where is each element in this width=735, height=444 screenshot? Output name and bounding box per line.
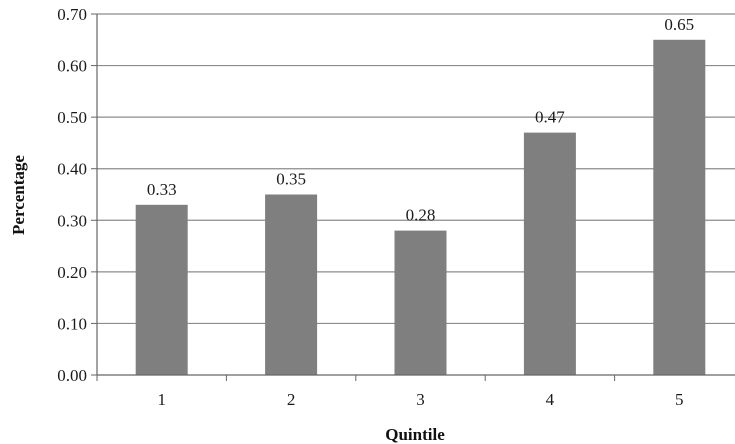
bars [135,39,706,376]
bar [523,132,576,375]
bar [135,204,188,375]
x-tick-label: 1 [157,390,166,409]
y-tick-label: 0.70 [57,5,87,24]
y-tick-label: 0.50 [57,108,87,127]
data-label: 0.35 [276,170,306,189]
y-tick-label: 0.20 [57,263,87,282]
data-label: 0.28 [406,206,436,225]
bar [265,194,318,375]
gridlines [97,13,735,325]
x-tick-label: 5 [675,390,684,409]
bar [394,230,447,375]
y-axis-title: Percentage [9,155,28,235]
data-label: 0.47 [535,108,565,127]
axes: 0.00 0.10 0.20 0.30 0.40 0.50 0.60 0.70 1 2 3 4 5 [57,5,735,409]
data-label: 0.65 [664,15,694,34]
bar [653,39,706,376]
data-label: 0.33 [147,180,177,199]
y-tick-label: 0.30 [57,211,87,230]
y-tick-label: 0.60 [57,57,87,76]
data-labels: 0.33 0.35 0.28 0.47 0.65 [147,15,694,225]
x-axis-title: Quintile [385,425,445,444]
x-tick-label: 4 [546,390,555,409]
y-tick-label: 0.10 [57,314,87,333]
y-tick-label: 0.40 [57,160,87,179]
x-tick-label: 3 [416,390,425,409]
y-tick-label: 0.00 [57,366,87,385]
x-tick-label: 2 [287,390,296,409]
